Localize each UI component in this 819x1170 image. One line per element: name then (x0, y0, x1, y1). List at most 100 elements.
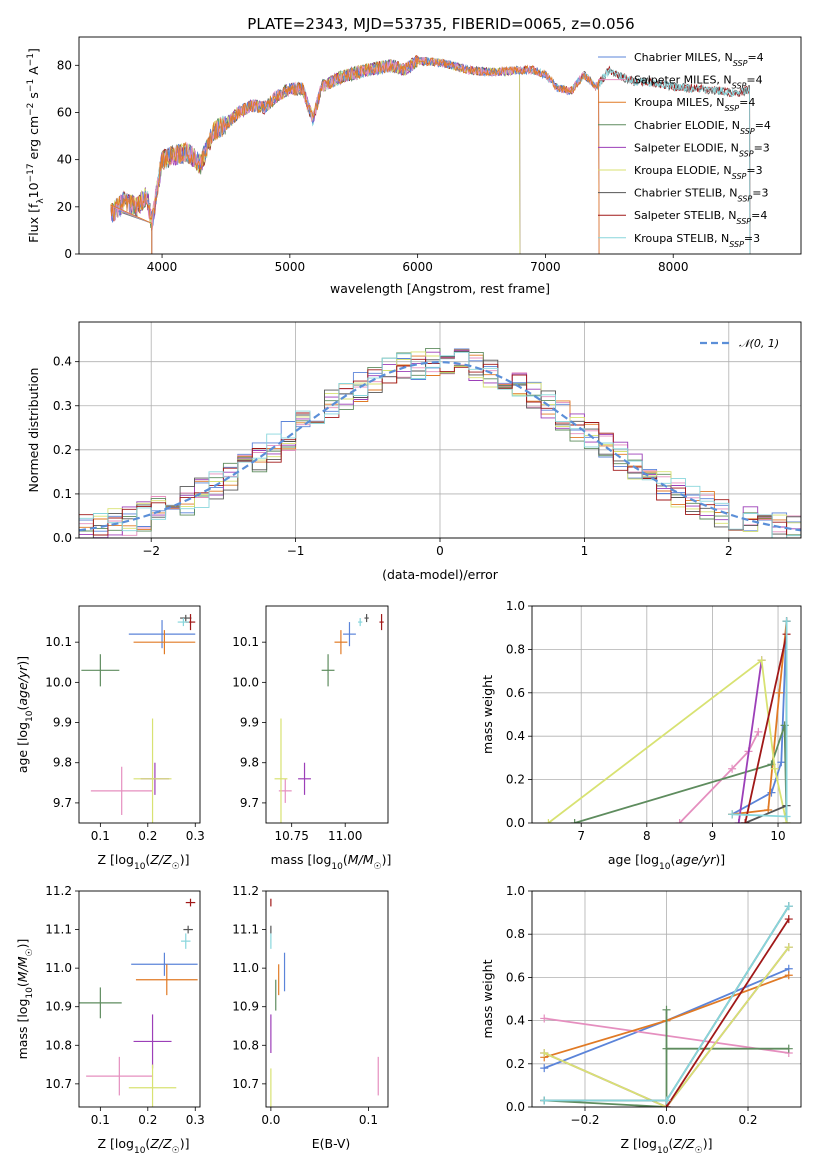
legend-entry: Chabrier ELODIE, NSSP=4 (634, 119, 771, 136)
age-vs-Z-panel: 0.1 0.2 0.3 9.7 9.8 9.9 10.0 10.1 Z [log10(Z/Z☉)… (15, 605, 205, 872)
axes-frame (265, 605, 389, 824)
axes-frame (78, 321, 802, 539)
mass-vs-EBV-panel: 0.0 0.1 10.7 10.8 10.9 11.0 11.1 11.2 E(B-V) (232, 884, 389, 1151)
weight-marker (767, 788, 776, 797)
axes-frame (78, 605, 201, 824)
weight-marker (784, 915, 793, 924)
weight-marker (662, 1005, 671, 1014)
age-vs-Z-xlabel: Z [log10(Z/Z☉)] (98, 852, 190, 872)
legend-entry: Salpeter STELIB, NSSP=4 (634, 209, 767, 226)
spectrum-line (110, 56, 600, 254)
residuals-xlabel: (data-model)/error (382, 567, 499, 582)
error-bars (81, 614, 196, 823)
x-tick-label: 11.00 (328, 829, 362, 843)
x-tick-label: 10 (770, 829, 785, 843)
x-tick-label: 6000 (402, 260, 433, 274)
y-tick-label: 0.2 (506, 1057, 525, 1071)
weight-marker (728, 810, 737, 819)
spectrum-lines (110, 55, 751, 254)
age-vs-mass-xlabel: mass [log10(M/M☉)] (271, 852, 392, 872)
x-tick-label: 5000 (275, 260, 306, 274)
y-tick-label: 11.2 (232, 884, 259, 898)
y-tick-label: 0.4 (506, 1014, 525, 1028)
y-tick-label: 11.1 (45, 923, 72, 937)
weight-vs-age-xlabel: age [log10(age/yr)] (608, 852, 725, 872)
axes-frame (265, 890, 389, 1108)
weight-marker (734, 819, 743, 823)
y-tick-label: 11.0 (45, 961, 72, 975)
weight-marker (784, 902, 793, 911)
normal-legend-label: 𝒩(0, 1) (739, 337, 779, 350)
histogram-step (79, 351, 801, 538)
x-tick-label: 0.2 (138, 829, 157, 843)
y-tick-label: 0.8 (506, 927, 525, 941)
spectrum-xlabel: wavelength [Angstrom, rest frame] (330, 281, 550, 296)
weight-line (574, 725, 788, 823)
y-tick-label: 10.8 (45, 1038, 72, 1052)
weight-line (731, 621, 788, 816)
error-bars (274, 614, 384, 823)
mass-vs-Z-panel: 0.1 0.2 0.3 10.7 10.8 10.9 11.0 11.1 11.2 Z [log1… (15, 884, 205, 1156)
x-tick-label: 0 (436, 544, 444, 558)
weight-marker (540, 1014, 549, 1023)
x-tick-label: 4000 (147, 260, 178, 274)
weight-marker (777, 758, 786, 767)
legend-entry: Kroupa STELIB, NSSP=3 (634, 232, 760, 249)
y-tick-label: 0.8 (506, 642, 525, 656)
y-tick-label: 10.0 (45, 675, 72, 689)
spectrum-panel: 4000 5000 6000 7000 8000 0 20 40 60 80 wavelength … (26, 36, 802, 296)
y-tick-label: 0.0 (506, 1100, 525, 1114)
x-tick-label: 2 (725, 544, 733, 558)
mass-vs-Z-xlabel: Z [log10(Z/Z☉)] (98, 1136, 190, 1156)
weight-marker (782, 617, 791, 626)
figure-title: PLATE=2343, MJD=53735, FIBERID=0065, z=0… (247, 15, 634, 33)
axes-frame (531, 890, 802, 1108)
spectrum-ylabel: Flux [fλ10−17 erg cm−2 s−1 A−1] (26, 48, 46, 243)
legend-entry: Salpeter ELODIE, NSSP=3 (634, 141, 770, 158)
residuals-ylabel: Normed distribution (26, 368, 41, 493)
error-bars (270, 898, 379, 1107)
y-tick-label: 0.6 (506, 686, 525, 700)
y-tick-label: 0.3 (53, 399, 72, 413)
weight-marker (662, 1044, 671, 1053)
y-tick-label: 0.0 (506, 816, 525, 830)
spectrum-legend: Chabrier MILES, NSSP=4 Salpeter MILES, NS… (598, 51, 771, 248)
y-tick-label: 9.8 (53, 756, 72, 770)
x-tick-label: −0.2 (570, 1113, 599, 1127)
age-vs-Z-ylabel: age [log10(age/yr)] (15, 656, 35, 773)
weight-marker (741, 819, 750, 823)
weight-vs-Z-ylabel: mass weight (480, 959, 495, 1038)
y-tick-label: 10.0 (232, 675, 259, 689)
weight-line (544, 1009, 789, 1107)
weight-vs-age-ylabel: mass weight (480, 675, 495, 754)
y-tick-label: 11.0 (232, 961, 259, 975)
mass-vs-Z-ylabel: mass [log10(M/M☉)] (15, 939, 35, 1060)
weight-vs-Z-xlabel: Z [log10(Z/Z☉)] (621, 1136, 713, 1156)
x-tick-label: 0.3 (186, 829, 205, 843)
weight-line (543, 946, 790, 1107)
x-tick-label: 9 (709, 829, 717, 843)
y-tick-label: 0.4 (53, 355, 72, 369)
y-tick-label: 0.2 (506, 773, 525, 787)
y-tick-label: 10.7 (232, 1077, 259, 1091)
weight-lines (544, 617, 791, 823)
y-tick-label: 10.7 (45, 1077, 72, 1091)
weight-lines (540, 902, 793, 1107)
y-tick-label: 0.4 (506, 729, 525, 743)
y-tick-label: 1.0 (506, 599, 525, 613)
x-tick-label: 0.1 (91, 1113, 110, 1127)
y-tick-label: 0.6 (506, 970, 525, 984)
x-tick-label: −2 (142, 544, 160, 558)
spectrum-line (110, 55, 600, 254)
y-tick-label: 1.0 (506, 884, 525, 898)
axes-frame (78, 890, 201, 1108)
residuals-panel: −2 −1 0 1 2 0.0 0.1 0.2 0.3 0.4 (data-model)/error… (26, 321, 802, 582)
weight-marker (775, 688, 784, 697)
weight-marker (540, 1096, 549, 1105)
legend-entry: Kroupa ELODIE, NSSP=3 (634, 164, 763, 181)
weight-marker (754, 727, 763, 736)
weight-marker (544, 819, 553, 823)
x-tick-label: 0.2 (738, 1113, 757, 1127)
y-tick-label: 20 (57, 200, 72, 214)
weight-line (665, 918, 790, 1107)
